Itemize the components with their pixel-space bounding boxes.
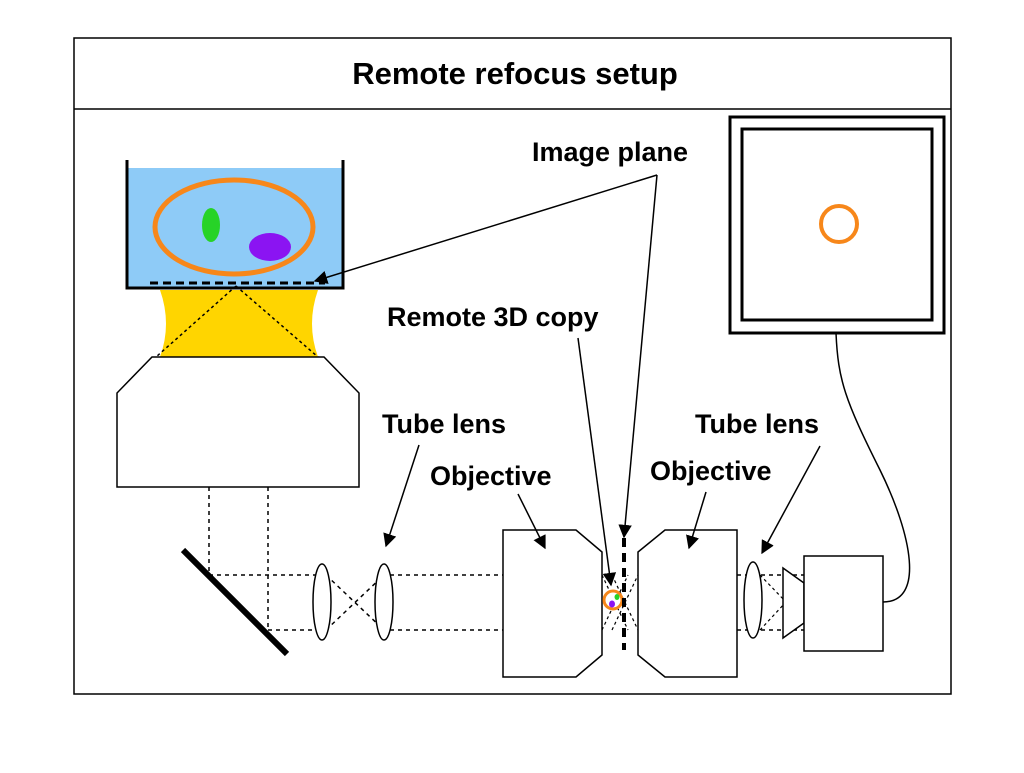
arrow-image-plane-to-remote: [618, 174, 658, 539]
dish-walls: [125, 160, 345, 290]
arrow-objective-right: [686, 491, 707, 550]
beam-focus-lower: [759, 601, 787, 631]
camera-cable: [835, 332, 911, 603]
sample-medium: [127, 168, 343, 288]
label-tube-lens-right: Tube lens: [695, 409, 819, 439]
tube-lens-right: [743, 561, 763, 639]
beam-cross-1: [325, 574, 385, 631]
monitor-cell-image: [819, 204, 859, 244]
cell-outline: [152, 177, 316, 277]
immersion-medium: [160, 290, 318, 357]
remote-green-feature: [614, 594, 620, 600]
sample-dish: [125, 160, 345, 290]
label-remote-3d-copy: Remote 3D copy: [387, 302, 599, 332]
beam-cross-2: [325, 574, 385, 631]
remote-3d-copy: [602, 589, 624, 611]
arrow-remote-copy: [577, 337, 617, 587]
mirror: [180, 547, 290, 657]
label-image-plane: Image plane: [532, 137, 688, 167]
light-cone-right: [235, 285, 319, 358]
arrow-image-plane-to-sample: [313, 174, 658, 284]
camera-body: [803, 555, 884, 652]
main-objective: [116, 356, 360, 488]
left-lens-1: [312, 563, 332, 641]
remote-objective-1: [502, 529, 603, 678]
arrow-tube-lens-right: [761, 445, 821, 555]
label-objective-right: Objective: [650, 456, 772, 486]
monitor-screen: [740, 127, 934, 322]
green-feature: [202, 208, 220, 242]
figure-title: Remote refocus setup: [352, 56, 678, 91]
purple-feature: [249, 233, 291, 261]
label-tube-lens-left: Tube lens: [382, 409, 506, 439]
remote-objective-2: [637, 529, 738, 678]
label-objective-left: Objective: [430, 461, 552, 491]
remote-purple-feature: [609, 600, 615, 608]
arrow-objective-left: [517, 493, 546, 550]
arrow-tube-lens-left: [383, 444, 420, 548]
tube-lens-left: [374, 563, 394, 641]
beam-focus-upper: [759, 574, 787, 603]
